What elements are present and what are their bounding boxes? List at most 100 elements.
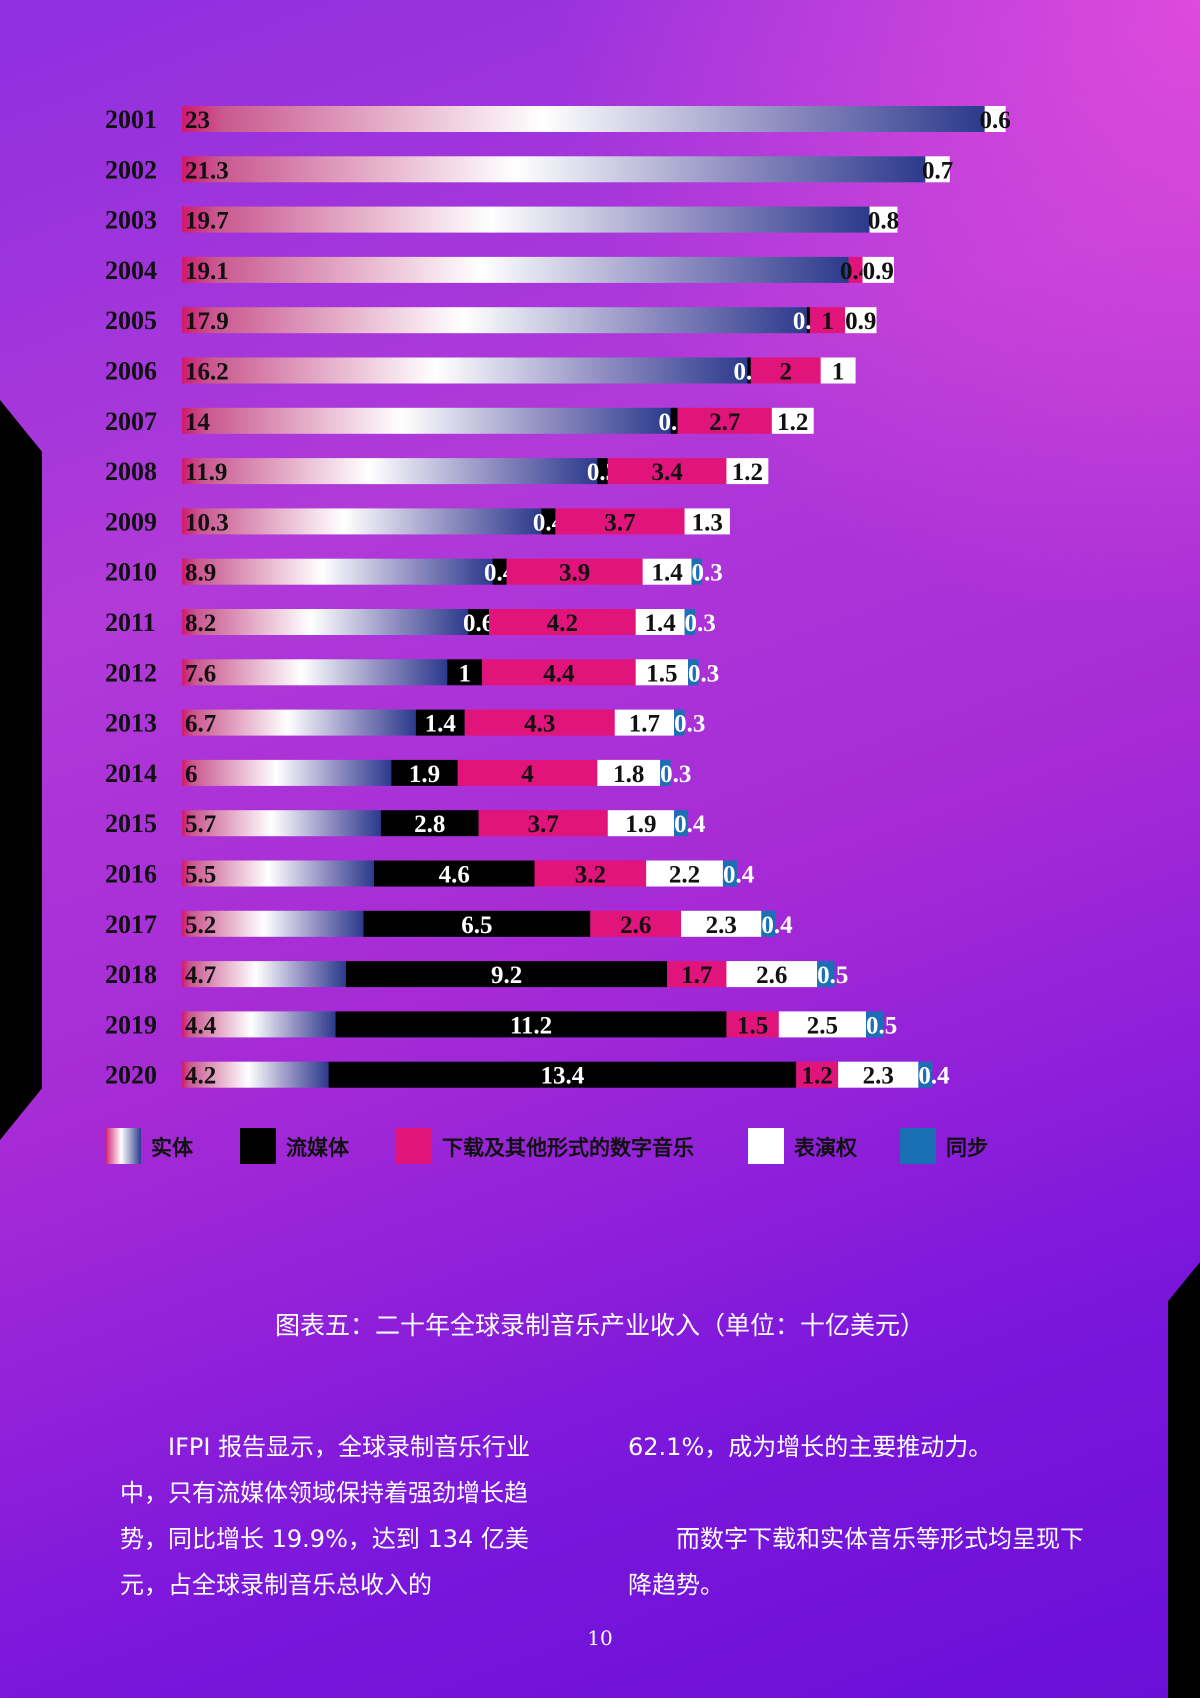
category-label: 2002: [105, 155, 157, 184]
data-label: 6: [185, 761, 198, 788]
bar-row-2016: 2016 5.5 4.6 3.2 2.2 0.4: [105, 860, 755, 889]
bar-segment-1: [670, 407, 678, 434]
stacked-bar-chart: SMALL ANTLERS2001230.6200221.30.7200319.…: [105, 105, 1011, 1164]
bar-row-2008: 2008 11.9 0.3 3.4 1.2: [105, 457, 769, 486]
category-label: 2019: [105, 1010, 157, 1039]
data-label: 4.3: [524, 711, 555, 738]
category-label: 2013: [105, 709, 157, 738]
bar-segment-2: [810, 307, 846, 334]
legend-swatch: [396, 1128, 432, 1164]
data-label: 2.2: [669, 862, 700, 889]
data-label: 11.2: [510, 1012, 552, 1039]
bar-segment-3: [820, 357, 856, 384]
bar-segment-2: [489, 609, 636, 635]
data-label: 1.9: [625, 811, 656, 838]
bar-segment-0: [182, 961, 347, 988]
category-label: 2011: [105, 608, 156, 637]
bar-segment-1: [597, 458, 608, 485]
bar-segment-2: [478, 810, 608, 837]
legend-item-0: 实体: [105, 1128, 194, 1164]
bar-segment-0: [182, 106, 985, 132]
bar-row-2010: 2010 8.9 0.4 3.9 1.4 0.3: [105, 558, 723, 587]
bar-segment-0: [182, 407, 671, 434]
bar-segment-3: [681, 910, 762, 937]
data-label: 19.1: [185, 258, 229, 285]
bar-segment-1: [747, 357, 751, 384]
data-label: 3.2: [575, 862, 606, 889]
data-label: 21.3: [185, 157, 229, 184]
data-label: 0.9: [863, 258, 894, 285]
bar-row-2014: 2014 6 1.9 4 1.8 0.3: [105, 759, 691, 788]
legend-swatch: [748, 1128, 784, 1164]
text-column-left: IFPI 报告显示，全球录制音乐行业中，只有流媒体领域保持着强劲增长趋势，同比增…: [120, 1424, 570, 1654]
paragraph-1a: IFPI 报告显示，全球录制音乐行业中，只有流媒体领域保持着强劲增长趋势，同比增…: [120, 1433, 531, 1599]
bar-segment-0: [182, 910, 364, 937]
data-label: 2.6: [756, 962, 787, 989]
data-label: 1: [832, 359, 845, 386]
bar-segment-2: [534, 860, 647, 887]
bar-segment-2: [726, 1011, 779, 1038]
bar-segment-0: [182, 709, 416, 736]
data-label: 0.3: [692, 560, 723, 587]
bar-row-2007: 2007 14 0.2 2.7 1.2: [105, 407, 814, 436]
bar-row-2013: 2013 6.7 1.4 4.3 1.7 0.3: [105, 709, 705, 738]
bar-segment-4: [761, 910, 776, 937]
data-label: 1.8: [613, 761, 644, 788]
legend-item-2: 下载及其他形式的数字音乐: [396, 1128, 694, 1164]
data-label: 13.4: [541, 1063, 585, 1090]
category-label: 2001: [105, 105, 157, 134]
bar-segment-0: [182, 307, 807, 334]
bar-row-2012: 2012 7.6 1 4.4 1.5 0.3: [105, 658, 719, 687]
legend-swatch: [105, 1128, 141, 1164]
data-label: 1.4: [651, 560, 683, 587]
data-label: 23: [185, 107, 210, 134]
background-glow: [500, 0, 1200, 600]
data-label: 3.7: [604, 509, 635, 536]
decorative-black-shape-left: [0, 400, 42, 1140]
bar-segment-2: [590, 910, 682, 937]
bar-segment-3: [646, 860, 723, 887]
category-label: 2009: [105, 507, 157, 536]
paragraph-2: 而数字下载和实体音乐等形式均呈现下降趋势。: [628, 1525, 1084, 1599]
data-label: 6.5: [461, 912, 492, 939]
bar-segment-0: [182, 810, 381, 837]
bar-segment-3: [635, 609, 685, 635]
data-label: 4.2: [547, 610, 578, 637]
bar-segment-2: [750, 357, 821, 384]
bar-segment-0: [182, 860, 374, 887]
data-label: 1.2: [732, 459, 763, 486]
category-label: 2003: [105, 206, 157, 235]
text-column-right: 62.1%，成为增长的主要推动力。 而数字下载和实体音乐等形式均呈现下降趋势。: [628, 1424, 1088, 1654]
bar-segment-2: [607, 458, 727, 485]
bar-segment-4: [674, 709, 685, 736]
data-label: 17.9: [185, 308, 229, 335]
legend-swatch: [240, 1128, 276, 1164]
data-label: 2.3: [863, 1063, 894, 1090]
data-label: 3.4: [651, 459, 683, 486]
bar-row-2005: 2005 17.9 0.11 0.9: [105, 306, 877, 335]
data-label: 0.4: [918, 1063, 950, 1090]
bar-segment-1: [373, 860, 535, 887]
legend-label: 实体: [151, 1135, 194, 1160]
bar-segment-3: [597, 759, 661, 786]
bar-segment-3: [614, 709, 675, 736]
legend-item-3: 表演权: [748, 1128, 857, 1164]
bar-segment-0: [182, 357, 748, 384]
data-label: 1: [821, 308, 834, 335]
bar-segment-0: [182, 759, 392, 786]
data-label: 1.2: [777, 409, 808, 436]
bar-segment-3: [726, 961, 818, 988]
bar-row-2020: 2020 4.2 13.4 1.2 2.3 0.4: [105, 1061, 950, 1090]
bar-segment-2: [464, 709, 615, 736]
data-label: 5.5: [185, 862, 216, 889]
bar-row-2017: 2017 5.2 6.5 2.6 2.3 0.4: [105, 910, 793, 939]
data-label: 4: [521, 761, 534, 788]
legend-item-1: 流媒体: [240, 1128, 350, 1164]
data-label: 5.7: [185, 811, 216, 838]
data-label: 0.7: [922, 157, 953, 184]
bar-segment-1: [415, 709, 465, 736]
data-label: 5.2: [185, 912, 216, 939]
data-label: 9.2: [491, 962, 522, 989]
bar-segment-0: [182, 558, 493, 585]
bar-segment-3: [642, 558, 692, 585]
